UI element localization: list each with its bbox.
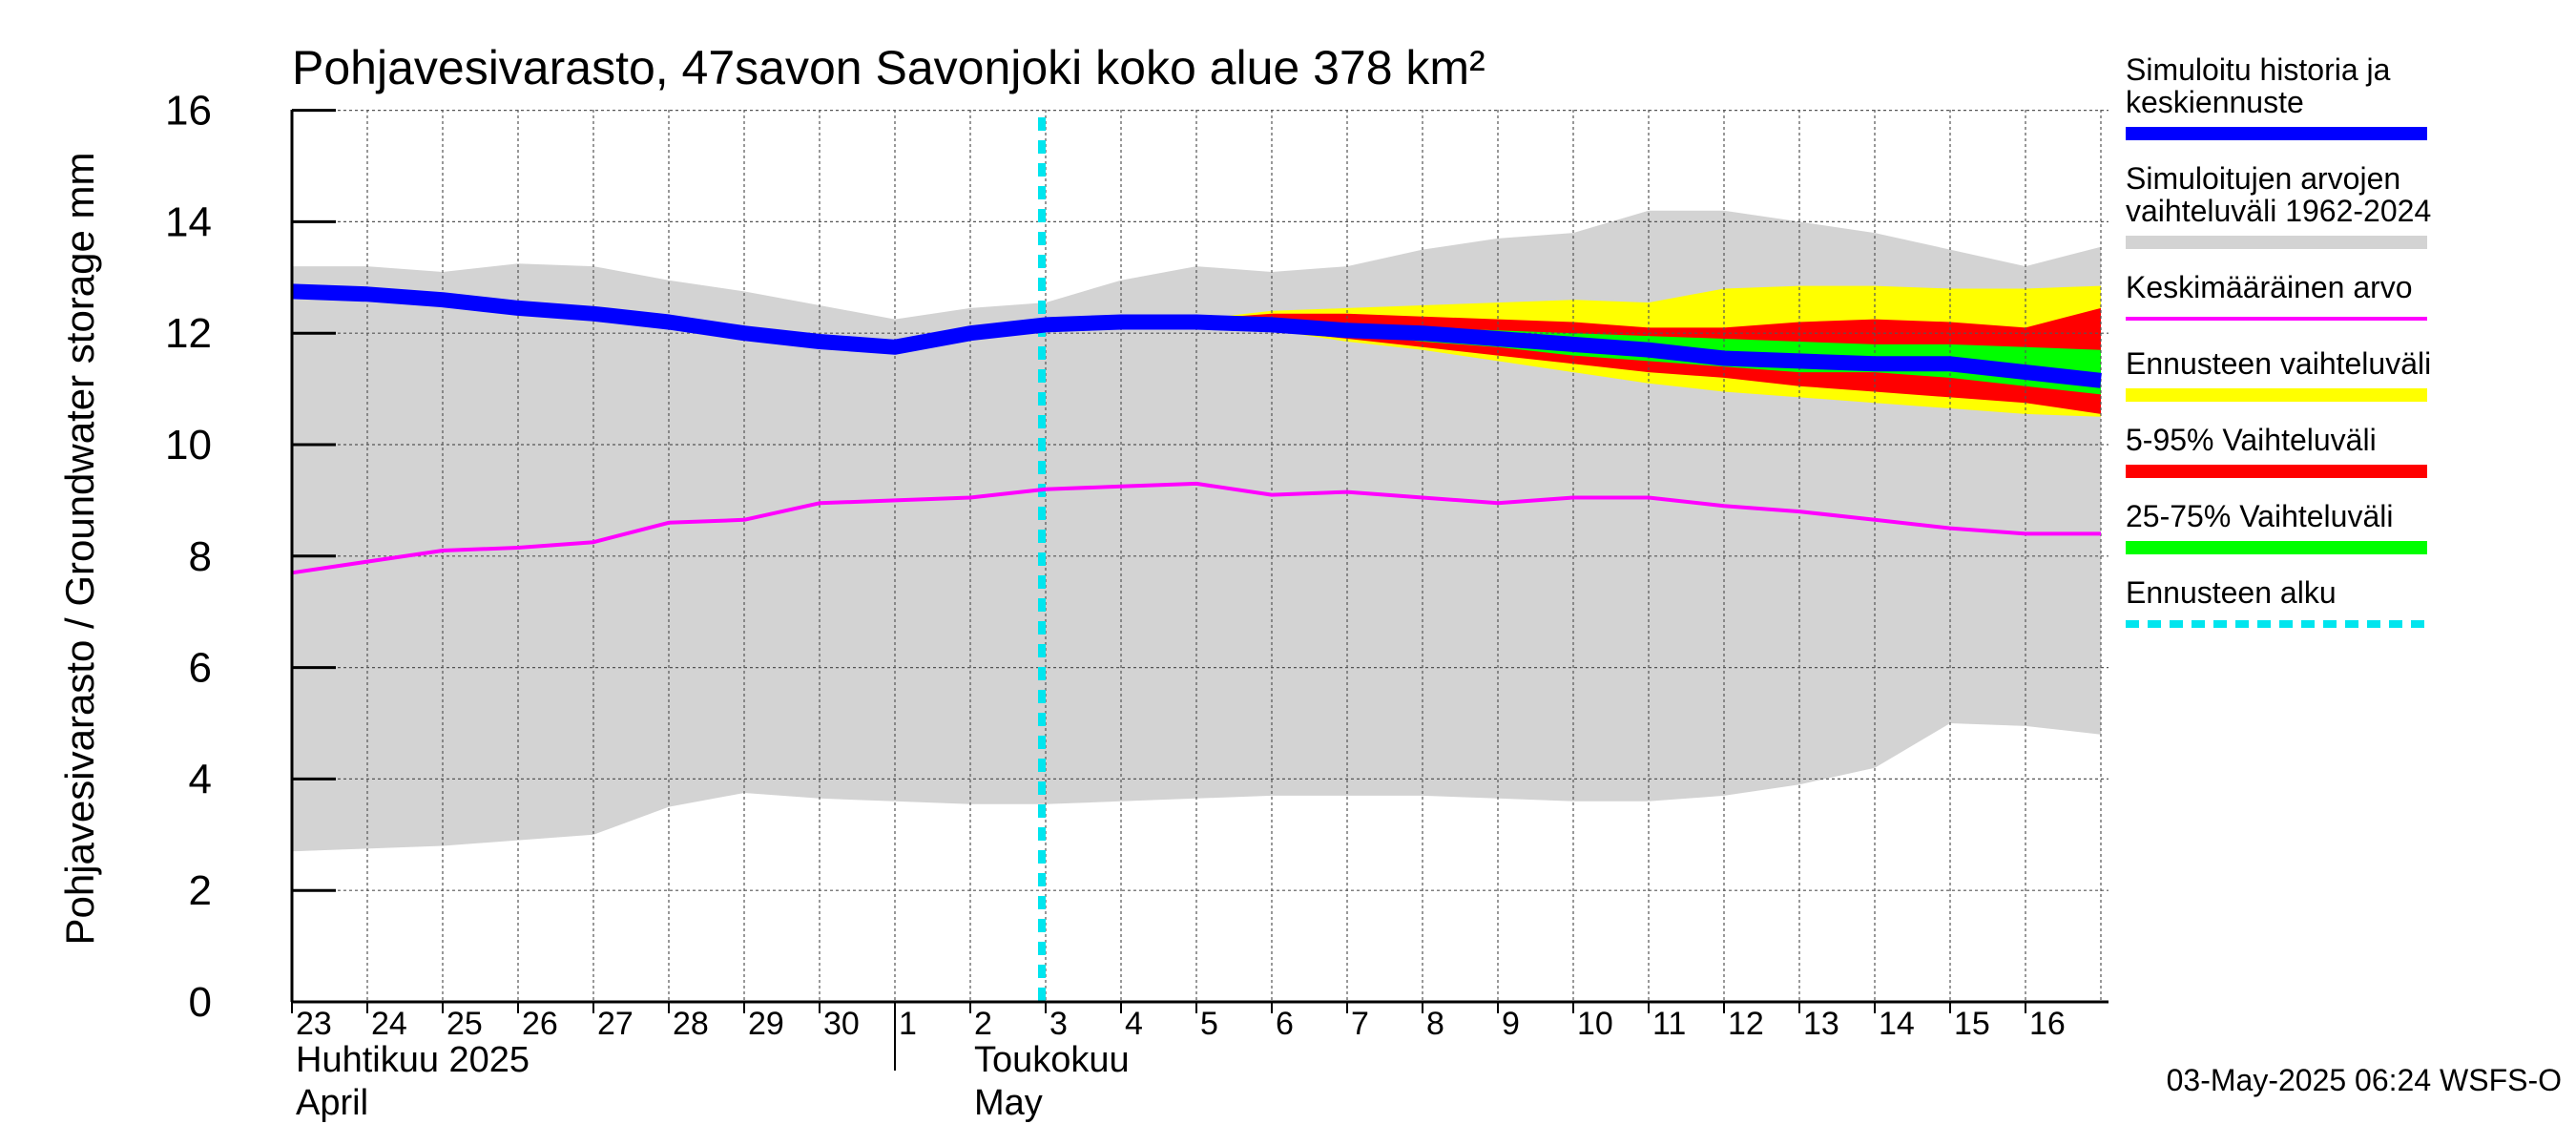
x-tick-label: 7	[1351, 1006, 1369, 1042]
x-tick-label: 6	[1276, 1006, 1294, 1042]
y-tick-label: 8	[189, 533, 212, 580]
x-tick-label: 3	[1049, 1006, 1068, 1042]
x-tick-label: 24	[371, 1006, 407, 1042]
x-tick-label: 14	[1879, 1006, 1915, 1042]
x-tick-label: 25	[447, 1006, 483, 1042]
legend-label: Simuloitujen arvojen	[2126, 161, 2400, 196]
legend-label: Simuloitu historia ja	[2126, 52, 2391, 87]
x-tick-label: 1	[899, 1006, 917, 1042]
x-tick-label: 23	[296, 1006, 332, 1042]
month-label: Toukokuu	[974, 1040, 1130, 1080]
y-tick-label: 0	[189, 979, 212, 1026]
x-tick-label: 16	[2029, 1006, 2066, 1042]
series-line-4	[291, 481, 2101, 575]
timestamp-footer: 03-May-2025 06:24 WSFS-O	[2167, 1063, 2562, 1097]
x-tick-label: 4	[1125, 1006, 1143, 1042]
x-tick-label: 30	[823, 1006, 860, 1042]
x-tick-label: 8	[1426, 1006, 1444, 1042]
legend-label-2: keskiennuste	[2126, 85, 2304, 119]
x-tick-label: 27	[597, 1006, 634, 1042]
month-label-en: April	[296, 1083, 368, 1123]
y-tick-label: 6	[189, 645, 212, 692]
series-line-5	[291, 283, 2102, 388]
x-tick-label: 2	[974, 1006, 992, 1042]
x-tick-label: 13	[1803, 1006, 1839, 1042]
y-tick-label: 10	[165, 422, 212, 468]
legend-label: Keskimääräinen arvo	[2126, 270, 2413, 304]
x-tick-label: 9	[1502, 1006, 1520, 1042]
legend-label: Ennusteen vaihteluväli	[2126, 346, 2431, 381]
legend-label: Ennusteen alku	[2126, 575, 2337, 610]
x-tick-label: 28	[673, 1006, 709, 1042]
month-label: Huhtikuu 2025	[296, 1040, 530, 1080]
y-tick-label: 4	[189, 756, 212, 802]
chart-title: Pohjavesivarasto, 47savon Savonjoki koko…	[292, 41, 1485, 94]
x-tick-label: 15	[1954, 1006, 1990, 1042]
grid-layer	[292, 109, 2109, 1002]
legend-label: 25-75% Vaihteluväli	[2126, 499, 2393, 533]
x-tick-label: 29	[748, 1006, 784, 1042]
y-tick-label: 14	[165, 198, 212, 245]
y-tick-label: 2	[189, 867, 212, 914]
line-layer	[291, 117, 2102, 1002]
legend-label-2: vaihteluväli 1962-2024	[2126, 194, 2431, 228]
legend-label: 5-95% Vaihteluväli	[2126, 423, 2377, 457]
y-tick-label: 16	[165, 88, 212, 135]
x-tick-label: 11	[1652, 1006, 1686, 1042]
y-axis-title: Pohjavesivarasto / Groundwater storage m…	[57, 152, 102, 945]
x-tick-label: 12	[1728, 1006, 1764, 1042]
y-tick-label: 12	[165, 310, 212, 357]
x-tick-label: 10	[1577, 1006, 1613, 1042]
x-tick-label: 26	[522, 1006, 558, 1042]
x-tick-label: 5	[1200, 1006, 1218, 1042]
month-label-en: May	[974, 1083, 1043, 1123]
